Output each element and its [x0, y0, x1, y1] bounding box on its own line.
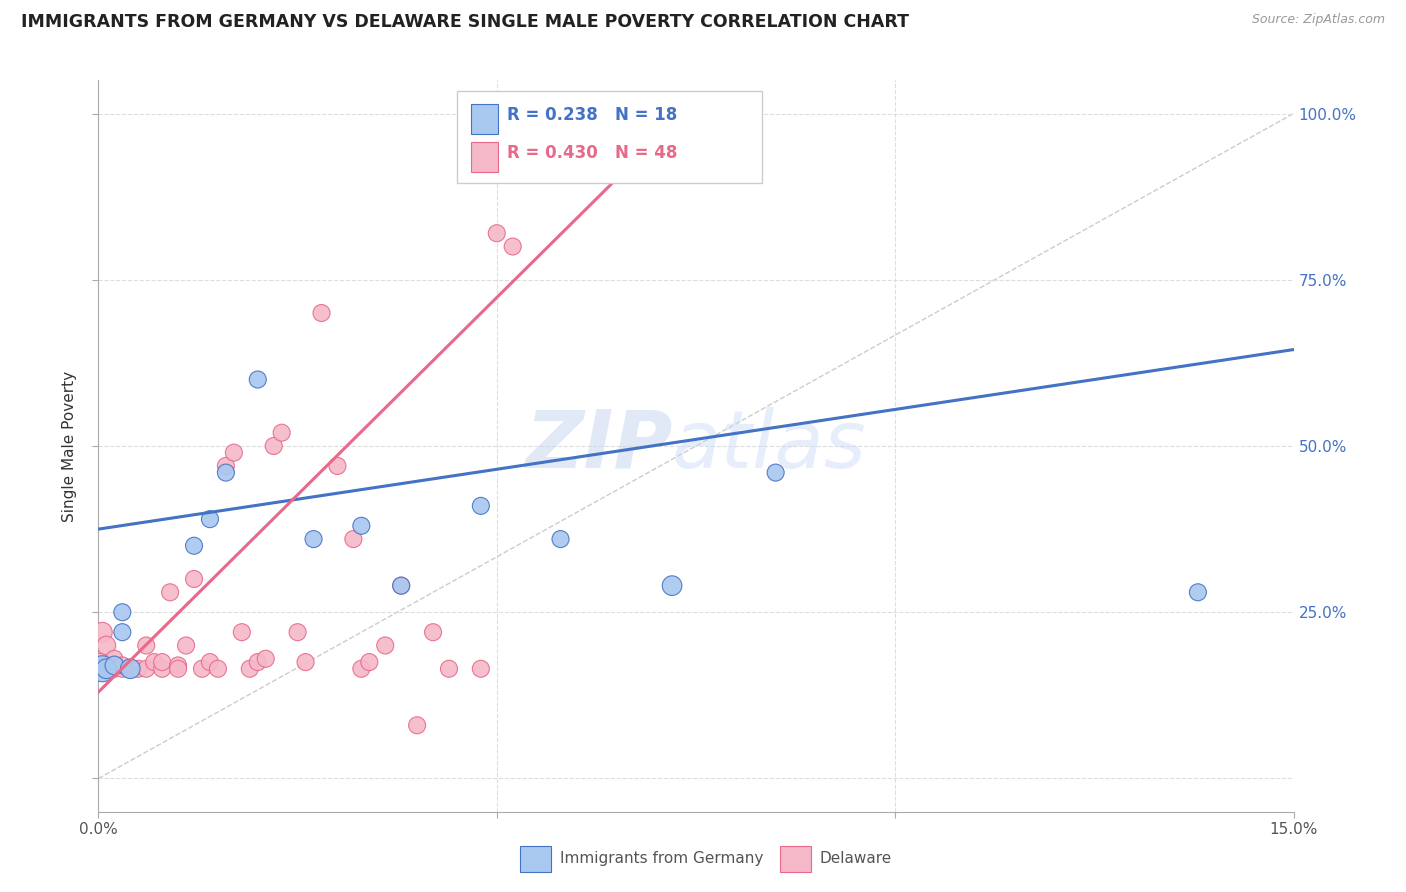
- Point: [135, 639, 157, 653]
- Text: Immigrants from Germany: Immigrants from Germany: [560, 852, 763, 866]
- Text: IMMIGRANTS FROM GERMANY VS DELAWARE SINGLE MALE POVERTY CORRELATION CHART: IMMIGRANTS FROM GERMANY VS DELAWARE SING…: [21, 13, 910, 31]
- Point: [437, 662, 460, 676]
- Point: [222, 445, 245, 459]
- Point: [502, 239, 524, 253]
- Point: [103, 662, 125, 676]
- Point: [374, 639, 396, 653]
- Point: [565, 106, 588, 120]
- Point: [342, 532, 364, 546]
- Point: [485, 226, 508, 240]
- Point: [246, 655, 269, 669]
- Point: [96, 662, 118, 676]
- Point: [239, 662, 262, 676]
- Point: [90, 658, 112, 673]
- Point: [350, 662, 373, 676]
- Point: [167, 662, 190, 676]
- FancyBboxPatch shape: [457, 91, 762, 183]
- Point: [1187, 585, 1209, 599]
- Point: [103, 652, 125, 666]
- Point: [326, 458, 349, 473]
- Point: [150, 662, 173, 676]
- Point: [120, 662, 142, 676]
- Text: ZIP: ZIP: [524, 407, 672, 485]
- Point: [350, 518, 373, 533]
- Point: [111, 658, 134, 673]
- Point: [311, 306, 333, 320]
- Point: [91, 662, 114, 676]
- Point: [91, 625, 114, 640]
- Point: [215, 466, 238, 480]
- Point: [207, 662, 229, 676]
- Text: Delaware: Delaware: [820, 852, 891, 866]
- Point: [135, 662, 157, 676]
- Point: [389, 579, 412, 593]
- Point: [120, 662, 142, 676]
- Point: [96, 639, 118, 653]
- Point: [294, 655, 316, 669]
- Point: [167, 658, 190, 673]
- Point: [111, 662, 134, 676]
- Text: R = 0.430   N = 48: R = 0.430 N = 48: [508, 145, 678, 162]
- Point: [589, 106, 612, 120]
- Point: [198, 512, 221, 526]
- Point: [150, 655, 173, 669]
- Point: [246, 372, 269, 386]
- Point: [96, 658, 118, 673]
- Point: [263, 439, 285, 453]
- FancyBboxPatch shape: [471, 103, 498, 135]
- Point: [111, 625, 134, 640]
- Point: [231, 625, 253, 640]
- Point: [389, 579, 412, 593]
- Point: [270, 425, 292, 440]
- Point: [143, 655, 166, 669]
- Point: [287, 625, 309, 640]
- Point: [359, 655, 381, 669]
- Point: [661, 579, 683, 593]
- Text: Source: ZipAtlas.com: Source: ZipAtlas.com: [1251, 13, 1385, 27]
- Point: [183, 539, 205, 553]
- Y-axis label: Single Male Poverty: Single Male Poverty: [62, 370, 77, 522]
- Point: [103, 658, 125, 673]
- Point: [550, 532, 572, 546]
- FancyBboxPatch shape: [471, 142, 498, 172]
- Point: [159, 585, 181, 599]
- Point: [765, 466, 787, 480]
- Point: [470, 662, 492, 676]
- Point: [215, 458, 238, 473]
- Point: [254, 652, 277, 666]
- Point: [127, 662, 149, 676]
- Point: [111, 605, 134, 619]
- Point: [183, 572, 205, 586]
- Point: [174, 639, 197, 653]
- Text: atlas: atlas: [672, 407, 868, 485]
- Point: [191, 662, 214, 676]
- Point: [422, 625, 444, 640]
- Point: [470, 499, 492, 513]
- Text: R = 0.238   N = 18: R = 0.238 N = 18: [508, 106, 678, 124]
- Point: [406, 718, 429, 732]
- Point: [198, 655, 221, 669]
- Point: [302, 532, 325, 546]
